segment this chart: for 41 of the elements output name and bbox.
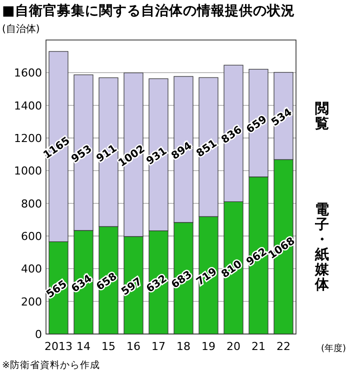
x-tick-label: 21 — [252, 340, 266, 353]
y-tick-label: 600 — [21, 230, 42, 243]
x-tick-label: 18 — [176, 340, 190, 353]
y-tick-label: 1400 — [14, 99, 42, 112]
series-label: 電子・紙媒体 — [314, 202, 330, 293]
data-label: 534 — [269, 106, 294, 129]
data-label: 911 — [94, 142, 120, 165]
data-label: 962 — [244, 246, 270, 268]
data-label: 565 — [44, 278, 70, 301]
x-tick-label: 14 — [76, 340, 90, 353]
x-tick-label: 20 — [226, 340, 240, 353]
data-label: 634 — [69, 272, 94, 295]
chart-title: ■自衛官募集に関する自治体の情報提供の状況 — [2, 2, 295, 19]
x-tick-label: 22 — [276, 340, 290, 353]
data-label: 931 — [144, 145, 170, 168]
y-tick-label: 0 — [35, 328, 42, 341]
y-tick-label: 1000 — [14, 164, 42, 178]
data-label: 659 — [244, 113, 270, 136]
x-tick-label: 15 — [102, 340, 116, 353]
x-axis-title: (年度) — [320, 343, 346, 354]
x-tick-label: 16 — [126, 340, 140, 353]
data-label: 632 — [144, 272, 170, 296]
y-axis-title: (自治体) — [2, 23, 40, 35]
data-label: 810 — [219, 258, 244, 281]
y-tick-label: 400 — [21, 262, 42, 276]
y-tick-label: 200 — [21, 295, 42, 308]
data-label: 953 — [69, 142, 94, 166]
data-label: 658 — [94, 270, 120, 294]
x-tick-label: 19 — [202, 340, 216, 353]
data-label: 836 — [219, 124, 244, 146]
y-tick-label: 1600 — [14, 66, 42, 80]
data-label: 683 — [169, 268, 194, 291]
data-label: 894 — [169, 140, 194, 162]
x-tick-label: 17 — [152, 340, 166, 353]
data-label: 851 — [194, 137, 220, 160]
text: ※防衛省資料から作成 — [2, 359, 100, 371]
series-label: 閲覧 — [314, 100, 329, 132]
x-tick-label: 2013 — [44, 340, 72, 353]
y-tick-label: 1200 — [14, 132, 42, 145]
y-tick-label: 800 — [21, 197, 42, 210]
data-label: 719 — [194, 266, 220, 288]
